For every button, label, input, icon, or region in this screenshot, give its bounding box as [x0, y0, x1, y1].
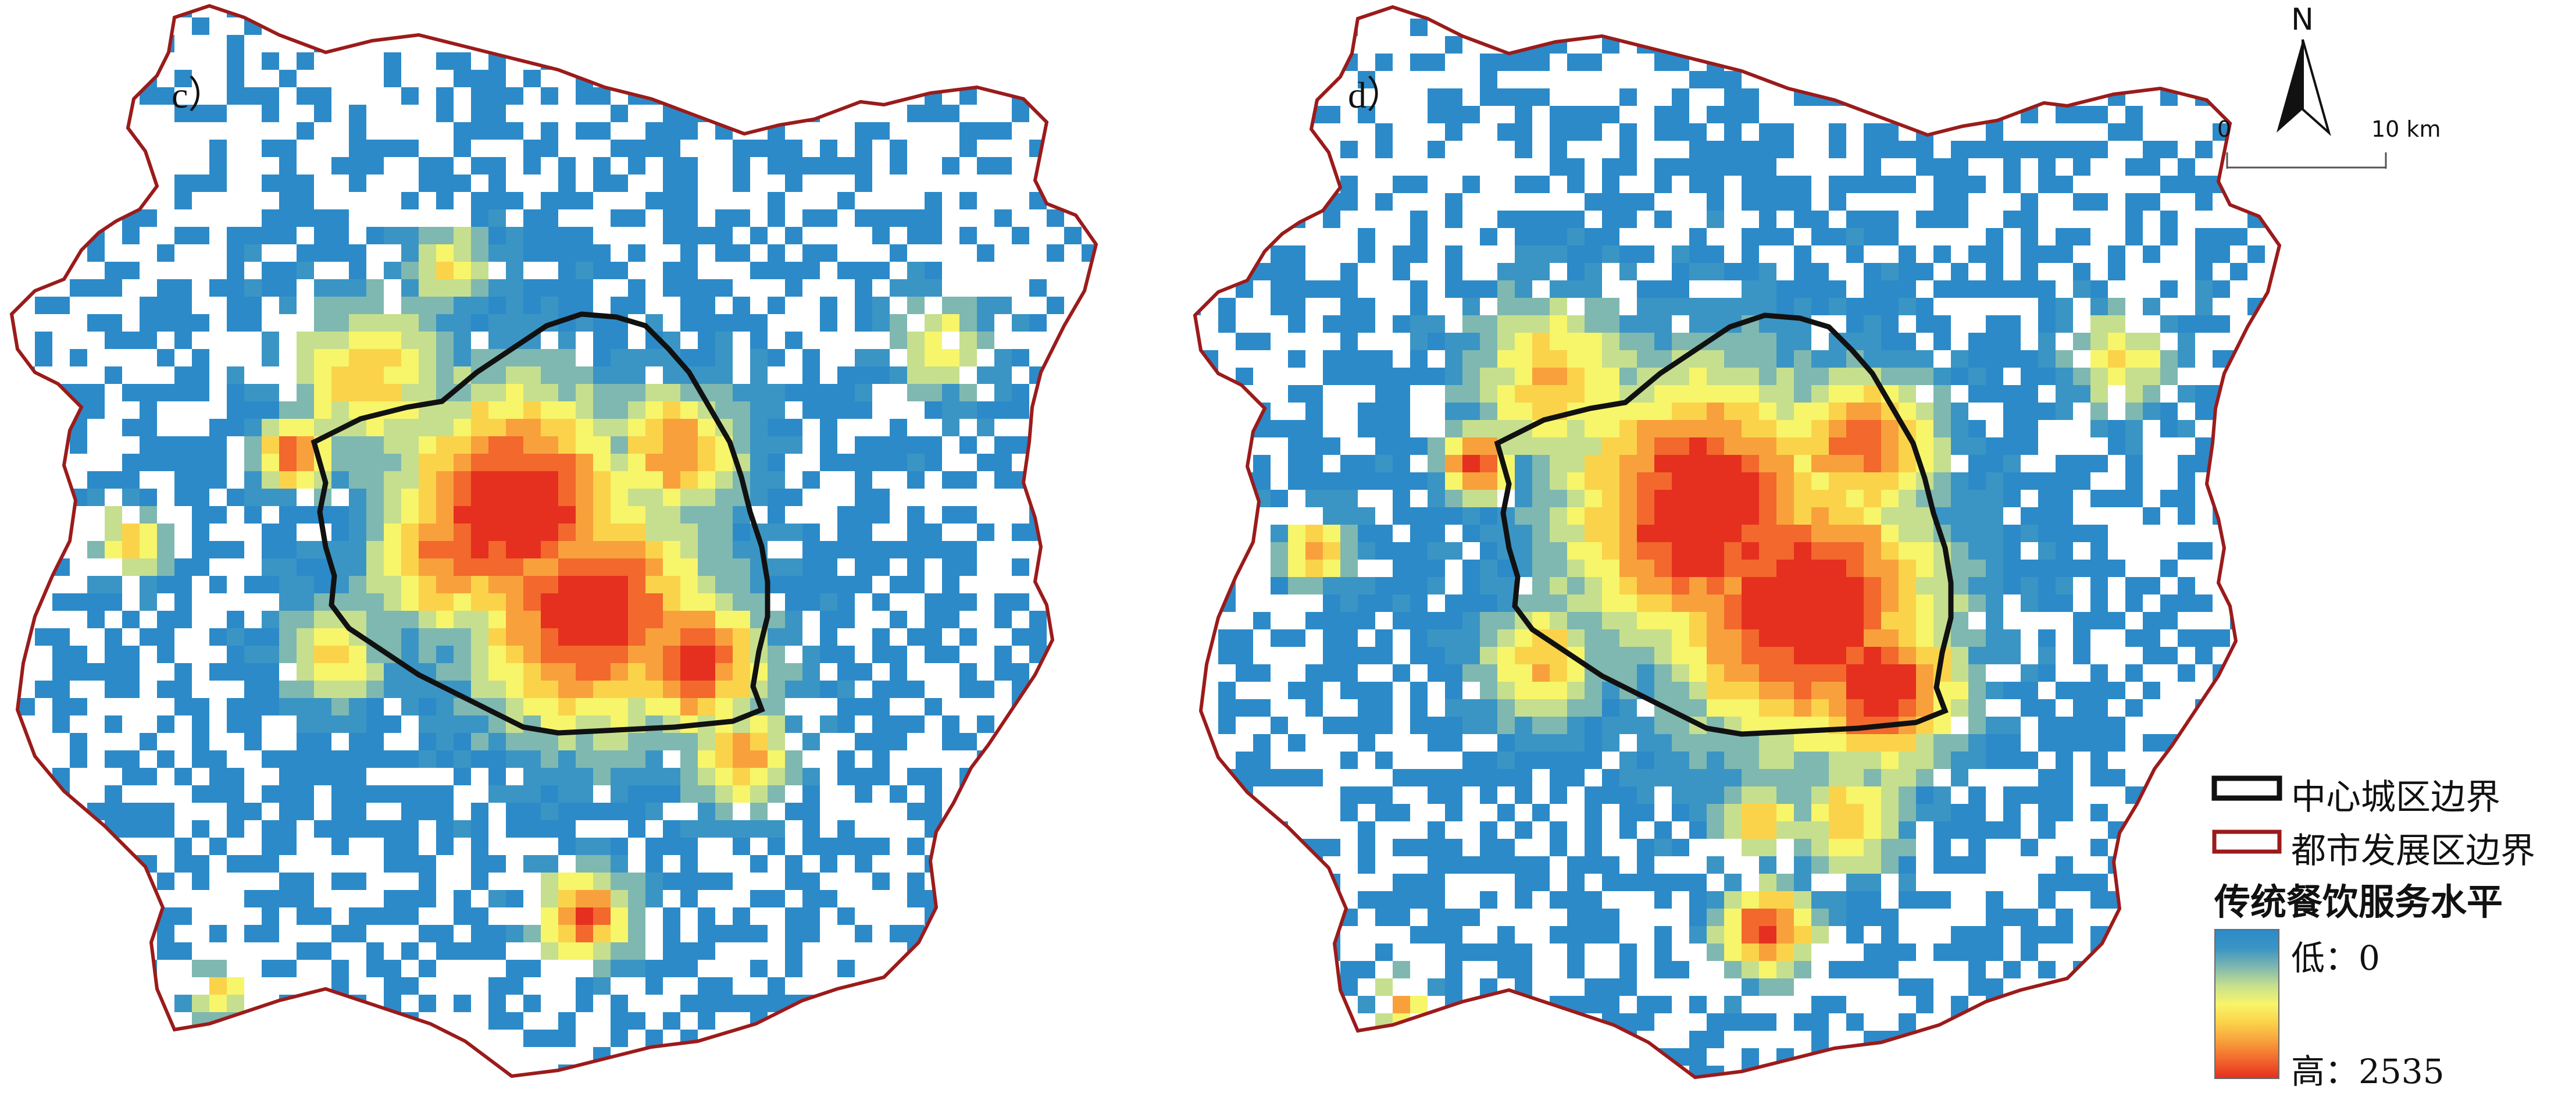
center-boundary-panel-d [1494, 312, 1954, 737]
metro-boundary-panel-c [9, 3, 1098, 1078]
legend-color-ramp [2214, 929, 2279, 1079]
legend-low-label: 低：0 [2291, 938, 2380, 978]
scale-start-label: 0 [2217, 116, 2232, 142]
legend-metro-boundary-label: 都市发展区边界 [2291, 831, 2535, 871]
density-grid-panel-c [12, 6, 1096, 1076]
legend-title: 传统餐饮服务水平 [2214, 881, 2503, 923]
scale-bar [2226, 152, 2387, 169]
north-label: N [2291, 2, 2314, 37]
center-boundary-panel-c [311, 311, 770, 736]
legend-high-label: 高：2535 [2291, 1052, 2445, 1091]
density-grid-panel-d [1195, 7, 2279, 1077]
north-arrow-icon [2277, 39, 2331, 137]
legend-metro-boundary-symbol [2212, 829, 2282, 854]
panel-label-c: c） [172, 74, 226, 116]
scale-end-label: 10 km [2371, 116, 2441, 142]
panel-label-d: d） [1348, 74, 1404, 116]
legend-center-boundary-symbol [2211, 775, 2282, 801]
legend-center-boundary-label: 中心城区边界 [2291, 777, 2500, 818]
metro-boundary-panel-d [1193, 5, 2282, 1080]
